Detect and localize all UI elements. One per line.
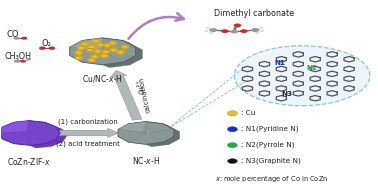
Text: Dimethyl carbonate: Dimethyl carbonate	[214, 9, 294, 18]
Circle shape	[21, 37, 27, 40]
Circle shape	[48, 46, 55, 50]
FancyArrow shape	[111, 70, 142, 120]
Text: Cu²⁺: Cu²⁺	[136, 78, 146, 94]
Circle shape	[104, 44, 111, 47]
Polygon shape	[56, 127, 67, 136]
Circle shape	[20, 60, 26, 63]
Circle shape	[255, 32, 260, 34]
Polygon shape	[118, 122, 146, 131]
Polygon shape	[123, 40, 143, 50]
Polygon shape	[82, 38, 110, 43]
Circle shape	[204, 30, 209, 32]
Text: calcination: calcination	[138, 77, 152, 113]
Circle shape	[94, 50, 101, 53]
Circle shape	[102, 50, 109, 54]
Polygon shape	[163, 136, 180, 145]
Text: $x$: mole percentage of Co in CoZn: $x$: mole percentage of Co in CoZn	[215, 174, 329, 184]
Circle shape	[209, 28, 217, 32]
Circle shape	[205, 27, 210, 29]
Polygon shape	[29, 121, 51, 125]
Circle shape	[39, 46, 46, 50]
Circle shape	[228, 127, 237, 132]
Circle shape	[23, 59, 27, 60]
Polygon shape	[56, 133, 67, 142]
Polygon shape	[102, 62, 130, 68]
Circle shape	[75, 56, 82, 60]
Text: Cu/NC-$x$-H: Cu/NC-$x$-H	[82, 73, 123, 84]
Circle shape	[14, 59, 20, 63]
Circle shape	[88, 58, 95, 62]
Text: (2) acid treatment: (2) acid treatment	[56, 140, 120, 147]
Circle shape	[91, 55, 98, 58]
Text: : N1(Pyridine N): : N1(Pyridine N)	[241, 126, 298, 132]
Polygon shape	[29, 144, 51, 148]
Text: N2: N2	[306, 65, 317, 71]
Polygon shape	[45, 139, 63, 146]
Polygon shape	[45, 122, 63, 130]
Text: CoZn-ZIF-$x$: CoZn-ZIF-$x$	[7, 156, 51, 167]
Text: NC-$x$-H: NC-$x$-H	[132, 155, 160, 166]
Text: : Cu: : Cu	[241, 110, 255, 116]
Polygon shape	[123, 56, 143, 65]
Polygon shape	[146, 142, 169, 147]
Circle shape	[101, 54, 107, 57]
Circle shape	[228, 143, 237, 148]
Circle shape	[75, 51, 82, 54]
Text: N1: N1	[274, 60, 285, 66]
Circle shape	[110, 48, 117, 52]
Polygon shape	[174, 129, 180, 139]
FancyArrow shape	[59, 129, 118, 137]
Circle shape	[251, 28, 260, 32]
Circle shape	[88, 45, 94, 49]
Circle shape	[109, 42, 116, 45]
Polygon shape	[0, 121, 60, 145]
Text: O₂: O₂	[41, 39, 51, 48]
Polygon shape	[102, 38, 130, 43]
Polygon shape	[118, 122, 174, 144]
Polygon shape	[0, 121, 29, 133]
Polygon shape	[70, 38, 136, 65]
Circle shape	[228, 159, 237, 163]
Text: : N3(Graphite N): : N3(Graphite N)	[241, 158, 301, 164]
Circle shape	[240, 29, 248, 33]
Polygon shape	[14, 121, 36, 125]
Text: : N2(Pyrrole N): : N2(Pyrrole N)	[241, 142, 294, 148]
Text: CH₃OH: CH₃OH	[5, 52, 31, 60]
Circle shape	[221, 29, 229, 33]
Circle shape	[259, 27, 263, 29]
Ellipse shape	[234, 46, 370, 106]
Circle shape	[234, 23, 241, 27]
Circle shape	[97, 43, 104, 47]
Circle shape	[82, 42, 88, 46]
Text: (1) carbonization: (1) carbonization	[58, 118, 118, 125]
Circle shape	[93, 39, 99, 43]
Polygon shape	[146, 122, 169, 126]
Circle shape	[228, 111, 237, 116]
Text: $x$: $x$	[145, 129, 151, 136]
Circle shape	[260, 30, 265, 32]
Circle shape	[121, 45, 128, 49]
Circle shape	[77, 46, 84, 50]
Polygon shape	[136, 47, 143, 58]
Polygon shape	[163, 124, 180, 132]
Circle shape	[14, 37, 19, 40]
Circle shape	[231, 30, 238, 33]
Text: CO: CO	[6, 30, 19, 39]
Polygon shape	[129, 122, 152, 126]
Circle shape	[87, 48, 94, 52]
Circle shape	[26, 58, 31, 60]
Polygon shape	[70, 38, 102, 50]
Circle shape	[117, 51, 124, 54]
Circle shape	[209, 32, 214, 34]
Text: N3: N3	[282, 91, 293, 97]
